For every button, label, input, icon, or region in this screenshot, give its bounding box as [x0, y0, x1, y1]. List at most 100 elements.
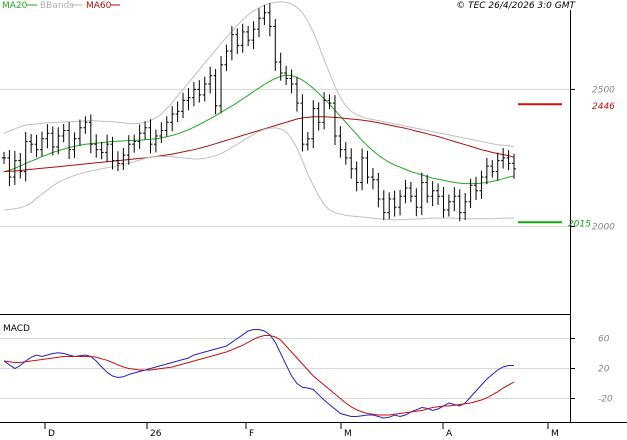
x-axis: D 26 F M A M	[44, 422, 559, 439]
series-ma20	[3, 74, 515, 185]
support-label: 2015	[568, 219, 591, 229]
ohlc-bar	[479, 170, 484, 199]
ohlc-bar	[349, 148, 354, 179]
ohlc-bar	[121, 148, 126, 170]
ohlc-bar	[436, 183, 441, 205]
ohlc-bar	[229, 26, 234, 61]
ohlc-bar	[365, 150, 370, 184]
ohlc-bar	[343, 142, 348, 165]
legend-ma20-label: MA20	[2, 1, 28, 11]
ohlc-bar	[18, 152, 23, 179]
x-tick-label: D	[48, 429, 55, 439]
ohlc-bar	[294, 77, 299, 112]
ohlc-bar	[34, 134, 39, 158]
ohlc-bar	[267, 3, 272, 37]
macd-axis: -20 20 60	[570, 335, 613, 405]
x-tick-label: F	[249, 429, 254, 439]
ohlc-bar	[257, 8, 261, 38]
price-series	[3, 1, 515, 221]
ohlc-bar	[273, 19, 278, 71]
ohlc-bar	[159, 122, 164, 144]
ohlc-bar	[278, 52, 283, 81]
ohlc-bar	[94, 134, 99, 158]
ohlc-bar	[512, 153, 516, 179]
ohlc-bar	[181, 92, 186, 119]
ohlc-bar	[126, 135, 131, 165]
price-gridlines	[0, 88, 570, 227]
ohlc-bar	[110, 136, 115, 170]
ohlc-bar	[501, 148, 506, 169]
ohlc-bar	[316, 102, 321, 131]
series-macd	[3, 329, 514, 419]
ohlc-bar	[202, 76, 207, 102]
series-signal	[3, 335, 515, 416]
ohlc-bar	[262, 5, 267, 26]
legend-ma60-label: MA60	[86, 1, 112, 11]
price-axis: 2000 2500	[570, 85, 615, 232]
macd-tick-label-20: 20	[598, 365, 610, 375]
ohlc-bar	[240, 23, 245, 53]
ohlc-bar	[338, 126, 343, 158]
price-tick-label-2000: 2000	[592, 222, 615, 232]
price-levels: 2446 2015	[518, 102, 615, 229]
ohlc-bar	[506, 150, 511, 171]
ohlc-bar	[311, 100, 316, 149]
ohlc-bar	[224, 44, 229, 72]
ohlc-bar	[246, 25, 251, 47]
macd-title: MACD	[3, 324, 30, 334]
ohlc-bar	[99, 142, 104, 160]
ohlc-bar	[12, 150, 17, 186]
ohlc-bar	[289, 69, 294, 94]
ohlc-bar	[425, 174, 430, 204]
series-bbands-upper	[3, 1, 515, 147]
ohlc-bar	[137, 124, 142, 149]
ohlc-bar	[251, 21, 256, 50]
ohlc-bar	[164, 116, 169, 137]
ohlc-bar	[67, 122, 72, 159]
ohlc-bar	[170, 106, 175, 132]
ohlc-bar	[392, 190, 397, 217]
ohlc-bar	[463, 192, 468, 221]
ohlc-bar	[484, 157, 489, 185]
ohlc-bar	[148, 119, 153, 154]
price-tick-label-2500: 2500	[592, 85, 615, 95]
ohlc-bar	[360, 148, 365, 191]
ohlc-bar	[408, 181, 413, 203]
ohlc-bar	[61, 123, 66, 143]
series-bbands-lower	[3, 127, 514, 221]
ohlc-bar	[398, 189, 403, 216]
ohlc-bar	[29, 134, 34, 153]
ohlc-bar	[191, 82, 196, 107]
ohlc-bar	[387, 192, 392, 219]
ohlc-bar	[132, 134, 137, 153]
ohlc-bar	[153, 129, 158, 153]
resistance-label: 2446	[592, 102, 615, 112]
ohlc-bar	[186, 88, 191, 111]
ohlc-bar	[56, 127, 61, 155]
x-tick-label: M	[551, 429, 559, 439]
ohlc-bar	[235, 28, 240, 54]
ohlc-bar	[322, 92, 327, 130]
x-tick-label: 26	[150, 429, 162, 439]
ohlc-bar	[72, 132, 77, 158]
ohlc-bar	[83, 116, 88, 134]
ohlc-bar	[105, 134, 110, 163]
ohlc-bar	[474, 176, 479, 201]
ohlc-bar	[143, 121, 148, 140]
ohlc-bar	[197, 80, 202, 103]
ohlc-bars	[2, 3, 516, 222]
ohlc-bar	[45, 124, 50, 149]
x-tick-label: M	[344, 429, 352, 439]
ohlc-bar	[376, 172, 381, 208]
ohlc-bar	[327, 94, 332, 110]
chart-frame	[0, 10, 627, 423]
ohlc-bar	[2, 151, 6, 164]
ohlc-bar	[39, 131, 44, 157]
ohlc-bar	[354, 161, 359, 192]
macd-tick-label-60: 60	[598, 335, 610, 345]
ohlc-bar	[88, 114, 93, 154]
ohlc-bar	[495, 152, 500, 181]
ohlc-bar	[468, 178, 473, 209]
x-tick-label: A	[446, 429, 453, 439]
